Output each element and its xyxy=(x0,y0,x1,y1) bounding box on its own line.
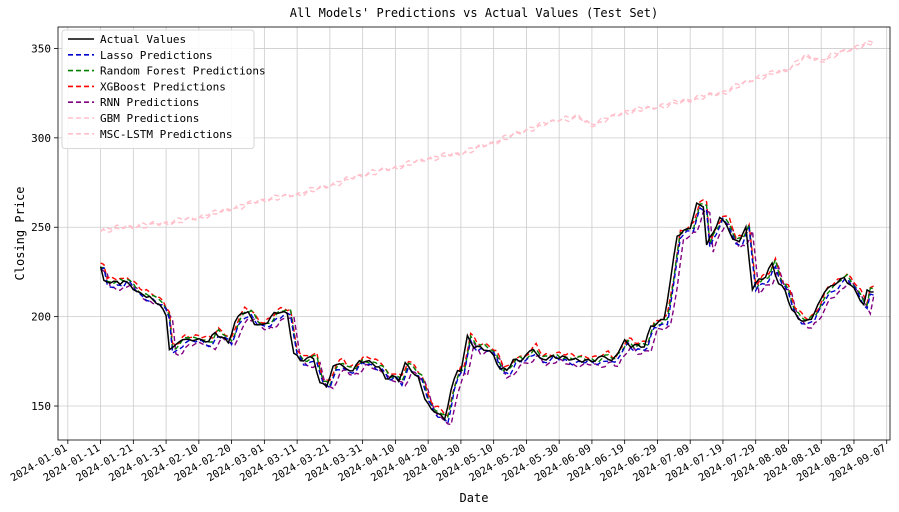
legend-label: RNN Predictions xyxy=(100,96,199,109)
series-line-rnn-predictions xyxy=(100,209,875,426)
series-line-msc-lstm-predictions xyxy=(100,40,874,233)
legend-label: Random Forest Predictions xyxy=(100,65,266,78)
y-ticks: 150 200 250 300 350 xyxy=(31,42,58,413)
y-tick-label: 350 xyxy=(31,42,51,55)
plot-frame xyxy=(57,26,891,441)
legend-label: MSC-LSTM Predictions xyxy=(100,128,232,141)
legend-box xyxy=(61,29,255,149)
series-line-xgboost-predictions xyxy=(100,198,874,417)
y-tick-label: 200 xyxy=(31,311,51,324)
y-tick-label: 150 xyxy=(31,400,51,413)
legend-label: Lasso Predictions xyxy=(100,49,213,62)
legend: Actual Values Lasso Predictions Random For… xyxy=(61,29,266,149)
chart-title: All Models' Predictions vs Actual Values… xyxy=(290,6,658,20)
x-ticks: 2024-01-012024-01-112024-01-212024-01-31… xyxy=(9,440,888,484)
y-axis-label: Closing Price xyxy=(13,187,27,281)
legend-label: GBM Predictions xyxy=(100,112,199,125)
y-tick-label: 250 xyxy=(31,221,51,234)
y-tick-label: 300 xyxy=(31,132,51,145)
legend-label: Actual Values xyxy=(100,33,186,46)
series-line-lasso-predictions xyxy=(100,206,874,426)
series-line-random-forest-predictions xyxy=(100,202,874,419)
x-axis-label: Date xyxy=(460,491,489,505)
series-line-actual-values xyxy=(99,201,874,422)
series-lines xyxy=(99,40,875,426)
legend-label: XGBoost Predictions xyxy=(100,80,226,93)
